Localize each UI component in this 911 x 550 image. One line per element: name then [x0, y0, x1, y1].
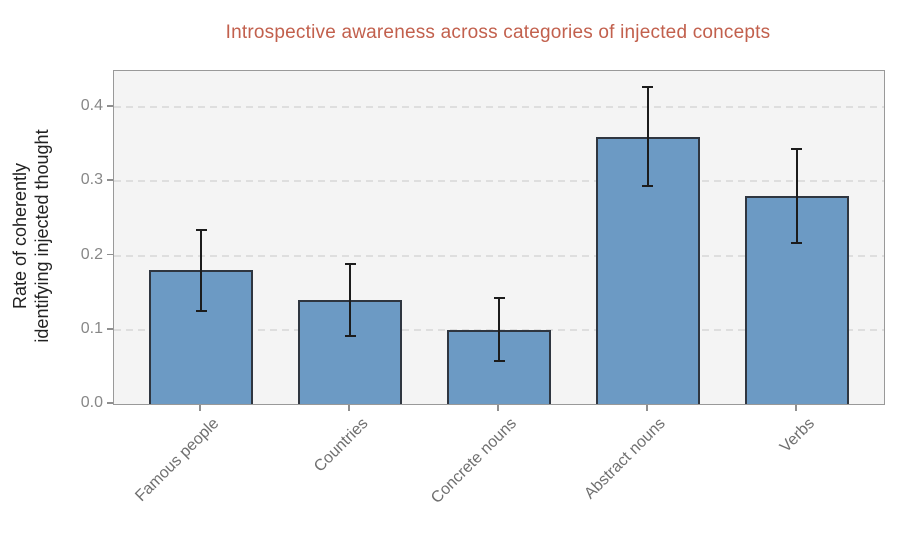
error-bar-cap-top — [195, 228, 207, 231]
y-tick-label: 0.1 — [80, 319, 103, 337]
error-bar-cap-bottom — [642, 185, 654, 188]
error-bar-cap-top — [642, 85, 654, 88]
error-bar-line — [646, 86, 649, 187]
error-bar-cap-top — [493, 296, 505, 299]
y-tick-label: 0.2 — [80, 245, 103, 263]
x-axis-tick — [795, 405, 797, 411]
chart-title: Introspective awareness across categorie… — [225, 22, 771, 43]
y-axis-tick — [107, 179, 113, 182]
y-axis-tick — [107, 402, 113, 404]
error-bar-cap-bottom — [791, 241, 803, 244]
y-tick-label: 0.3 — [80, 171, 103, 189]
error-bar-cap-top — [791, 148, 803, 151]
error-bar-cap-bottom — [344, 335, 356, 338]
gridline — [114, 106, 884, 108]
gridline — [114, 180, 884, 183]
error-bar-cap-bottom — [493, 359, 505, 362]
x-axis-tick — [199, 405, 201, 411]
x-axis-tick — [497, 405, 499, 411]
error-bar-line — [200, 229, 203, 312]
x-axis-tick — [646, 405, 648, 411]
y-tick-label: 0.4 — [80, 97, 103, 114]
error-bar-line — [349, 263, 352, 337]
x-tick-label: Abstract nouns — [581, 415, 669, 503]
y-axis-tick — [107, 105, 113, 107]
x-tick-label: Verbs — [776, 415, 818, 456]
plot-area — [113, 70, 885, 405]
y-tick-label: 0.0 — [80, 394, 103, 411]
x-tick-label: Countries — [310, 415, 372, 476]
error-bar-line — [795, 149, 798, 243]
y-axis-label: Rate of coherently identifying injected … — [10, 129, 52, 343]
error-bar-cap-top — [344, 262, 356, 265]
gridline — [114, 254, 884, 257]
x-tick-label: Concrete nouns — [428, 415, 521, 507]
y-axis-tick — [107, 327, 113, 330]
error-bar-line — [498, 297, 500, 361]
x-axis-tick — [348, 405, 350, 411]
y-axis-tick — [107, 253, 113, 256]
error-bar-cap-bottom — [195, 310, 207, 313]
x-tick-label: Famous people — [132, 415, 223, 506]
